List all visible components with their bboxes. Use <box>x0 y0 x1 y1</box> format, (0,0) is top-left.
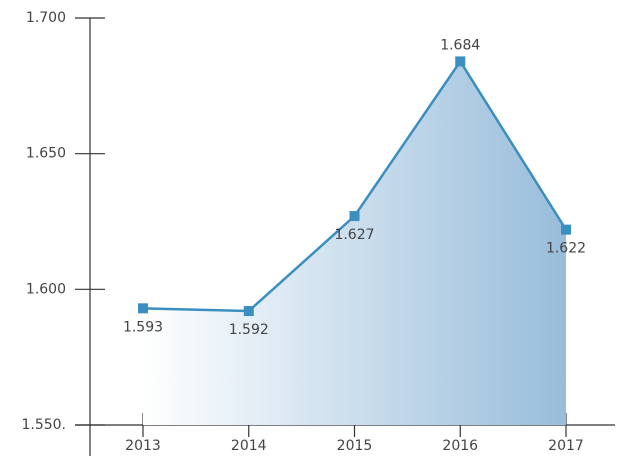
data-label: 1.593 <box>123 319 163 335</box>
x-tick-label: 2014 <box>231 438 267 454</box>
y-tick-label: 1.600 <box>26 281 66 297</box>
data-label: 1.627 <box>334 227 374 243</box>
y-tick-label: 1.550. <box>21 417 66 433</box>
marker <box>349 211 360 222</box>
y-tick-label: 1.650 <box>26 146 66 162</box>
x-tick-label: 2016 <box>442 438 478 454</box>
x-tick-label: 2017 <box>548 438 584 454</box>
x-tick-label: 2015 <box>337 438 373 454</box>
x-tick-label: 2013 <box>125 438 161 454</box>
data-label: 1.684 <box>440 37 480 53</box>
data-label: 1.622 <box>546 241 586 257</box>
marker <box>138 303 148 314</box>
marker <box>561 224 571 235</box>
marker <box>243 306 254 317</box>
y-tick-label: 1.700 <box>26 10 66 26</box>
data-label: 1.592 <box>229 322 269 338</box>
area <box>143 61 566 426</box>
marker <box>455 56 466 67</box>
